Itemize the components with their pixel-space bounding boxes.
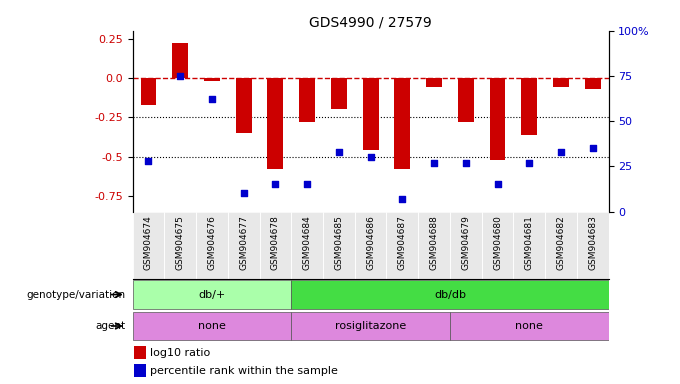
Title: GDS4990 / 27579: GDS4990 / 27579 bbox=[309, 16, 432, 30]
Text: GSM904687: GSM904687 bbox=[398, 215, 407, 270]
Text: none: none bbox=[515, 321, 543, 331]
FancyBboxPatch shape bbox=[450, 212, 481, 279]
Bar bbox=[135, 346, 146, 359]
Text: GSM904675: GSM904675 bbox=[175, 215, 185, 270]
Text: GSM904683: GSM904683 bbox=[588, 215, 597, 270]
FancyBboxPatch shape bbox=[133, 212, 165, 279]
Point bbox=[524, 160, 534, 166]
Text: GSM904674: GSM904674 bbox=[144, 215, 153, 270]
Point bbox=[143, 158, 154, 164]
Bar bbox=[135, 364, 146, 377]
Point bbox=[428, 160, 439, 166]
Point bbox=[365, 154, 376, 161]
Point bbox=[556, 149, 566, 155]
Point bbox=[588, 145, 598, 151]
Bar bbox=[362, 78, 379, 150]
Text: db/+: db/+ bbox=[199, 290, 226, 300]
Bar bbox=[553, 78, 569, 87]
Point bbox=[397, 196, 408, 202]
Text: none: none bbox=[198, 321, 226, 331]
Bar bbox=[585, 78, 600, 89]
Bar bbox=[458, 78, 474, 122]
Text: GSM904685: GSM904685 bbox=[335, 215, 343, 270]
FancyBboxPatch shape bbox=[291, 212, 323, 279]
Point bbox=[175, 73, 186, 79]
Text: GSM904677: GSM904677 bbox=[239, 215, 248, 270]
Bar bbox=[426, 78, 442, 87]
Text: GSM904684: GSM904684 bbox=[303, 215, 311, 270]
Text: GSM904688: GSM904688 bbox=[430, 215, 439, 270]
FancyBboxPatch shape bbox=[260, 212, 291, 279]
Text: GSM904681: GSM904681 bbox=[525, 215, 534, 270]
Bar bbox=[141, 78, 156, 104]
Point bbox=[302, 181, 313, 187]
Bar bbox=[331, 78, 347, 109]
Text: GSM904679: GSM904679 bbox=[461, 215, 471, 270]
Text: rosiglitazone: rosiglitazone bbox=[335, 321, 406, 331]
FancyBboxPatch shape bbox=[481, 212, 513, 279]
Point bbox=[207, 96, 218, 103]
FancyBboxPatch shape bbox=[133, 280, 291, 309]
Point bbox=[238, 190, 249, 197]
Bar bbox=[204, 78, 220, 81]
Text: agent: agent bbox=[96, 321, 126, 331]
FancyBboxPatch shape bbox=[450, 312, 609, 340]
Text: GSM904680: GSM904680 bbox=[493, 215, 502, 270]
Bar bbox=[172, 43, 188, 78]
FancyBboxPatch shape bbox=[133, 312, 291, 340]
Point bbox=[270, 181, 281, 187]
FancyBboxPatch shape bbox=[355, 212, 386, 279]
Point bbox=[492, 181, 503, 187]
Text: genotype/variation: genotype/variation bbox=[27, 290, 126, 300]
FancyBboxPatch shape bbox=[291, 280, 609, 309]
FancyBboxPatch shape bbox=[386, 212, 418, 279]
FancyBboxPatch shape bbox=[196, 212, 228, 279]
Text: GSM904676: GSM904676 bbox=[207, 215, 216, 270]
Text: log10 ratio: log10 ratio bbox=[150, 348, 210, 358]
FancyBboxPatch shape bbox=[513, 212, 545, 279]
Text: GSM904682: GSM904682 bbox=[556, 215, 566, 270]
Text: GSM904686: GSM904686 bbox=[366, 215, 375, 270]
FancyBboxPatch shape bbox=[165, 212, 196, 279]
FancyBboxPatch shape bbox=[577, 212, 609, 279]
Bar bbox=[522, 78, 537, 134]
FancyBboxPatch shape bbox=[418, 212, 450, 279]
Text: db/db: db/db bbox=[434, 290, 466, 300]
FancyBboxPatch shape bbox=[291, 312, 450, 340]
Bar bbox=[267, 78, 284, 169]
Point bbox=[460, 160, 471, 166]
FancyBboxPatch shape bbox=[545, 212, 577, 279]
Text: percentile rank within the sample: percentile rank within the sample bbox=[150, 366, 337, 376]
Point bbox=[333, 149, 344, 155]
Bar bbox=[490, 78, 505, 160]
FancyBboxPatch shape bbox=[228, 212, 260, 279]
Bar bbox=[299, 78, 315, 122]
FancyBboxPatch shape bbox=[323, 212, 355, 279]
Bar bbox=[236, 78, 252, 133]
Bar bbox=[394, 78, 410, 169]
Text: GSM904678: GSM904678 bbox=[271, 215, 280, 270]
